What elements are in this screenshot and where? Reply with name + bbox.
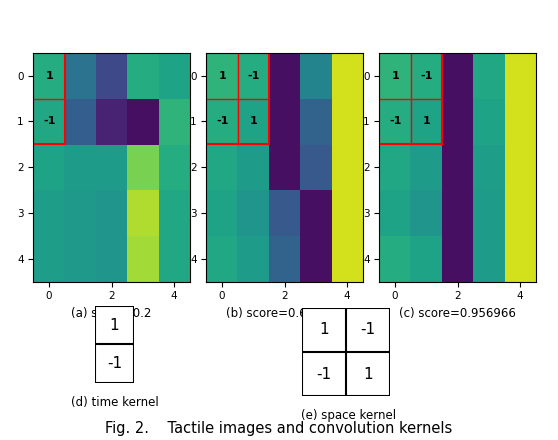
Text: 1: 1 bbox=[109, 318, 119, 333]
FancyBboxPatch shape bbox=[95, 306, 133, 383]
Text: 1: 1 bbox=[45, 71, 53, 81]
Bar bbox=[206, 53, 269, 144]
Text: -1: -1 bbox=[420, 71, 432, 81]
Text: (e) space kernel: (e) space kernel bbox=[301, 409, 396, 422]
Text: -1: -1 bbox=[316, 367, 331, 381]
Text: (d) time kernel: (d) time kernel bbox=[70, 396, 158, 409]
Text: -1: -1 bbox=[389, 117, 401, 126]
Text: -1: -1 bbox=[216, 117, 228, 126]
Text: -1: -1 bbox=[360, 323, 376, 337]
FancyBboxPatch shape bbox=[302, 308, 390, 396]
Text: 1: 1 bbox=[422, 117, 430, 126]
Text: Fig. 2.    Tactile images and convolution kernels: Fig. 2. Tactile images and convolution k… bbox=[105, 421, 453, 436]
X-axis label: (b) score=0.687281: (b) score=0.687281 bbox=[225, 307, 344, 320]
Text: -1: -1 bbox=[107, 356, 122, 371]
Text: 1: 1 bbox=[391, 71, 399, 81]
Bar bbox=[379, 53, 442, 144]
X-axis label: (a) score=0.2: (a) score=0.2 bbox=[71, 307, 152, 320]
X-axis label: (c) score=0.956966: (c) score=0.956966 bbox=[399, 307, 516, 320]
Text: -1: -1 bbox=[247, 71, 259, 81]
Text: 1: 1 bbox=[363, 367, 373, 381]
Text: 1: 1 bbox=[249, 117, 257, 126]
Text: -1: -1 bbox=[43, 117, 55, 126]
Text: 1: 1 bbox=[218, 71, 226, 81]
Text: 1: 1 bbox=[319, 323, 329, 337]
Bar bbox=[33, 53, 65, 144]
